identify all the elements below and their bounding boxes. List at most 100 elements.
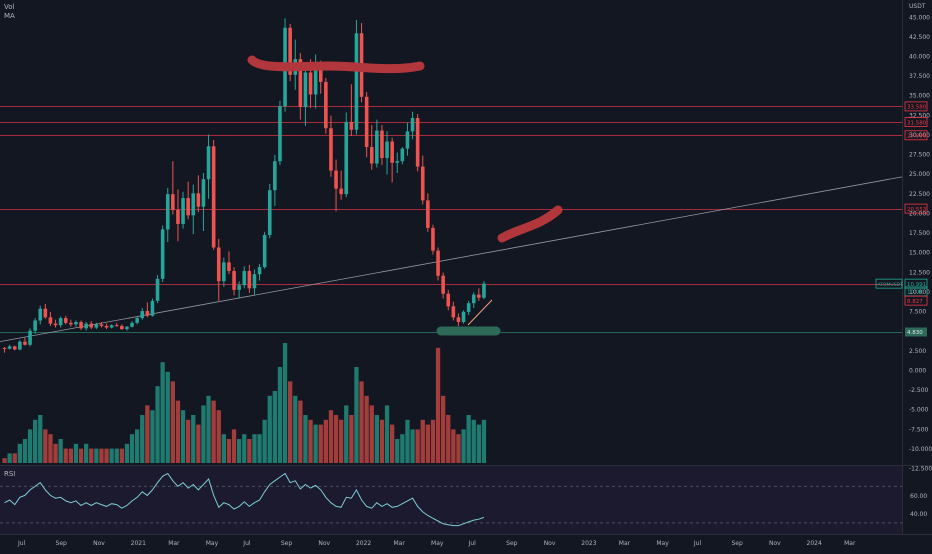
time-tick-label: Sep bbox=[731, 540, 743, 547]
volume-bar bbox=[328, 410, 334, 463]
candle-body bbox=[420, 166, 425, 201]
candle-body bbox=[43, 308, 48, 318]
time-tick-label: Mar bbox=[844, 540, 856, 547]
price-axis[interactable]: 45.000 42.500 40.000 37.500 35.000 32.500 30.0… bbox=[909, 14, 932, 472]
volume-bar bbox=[293, 395, 298, 463]
currency-label: USDT bbox=[909, 3, 926, 10]
volume-bar bbox=[461, 429, 466, 463]
time-tick-label: Mar bbox=[619, 540, 631, 547]
volume-bar bbox=[73, 443, 79, 463]
rsi-layer: 60.00 40.00 bbox=[0, 472, 927, 527]
candle-body bbox=[390, 141, 394, 163]
volume-bar bbox=[364, 395, 369, 463]
candle-body bbox=[38, 308, 43, 321]
volume-bar bbox=[155, 386, 160, 463]
candle-body bbox=[380, 130, 384, 159]
time-tick-label: Jul bbox=[693, 540, 702, 547]
rsi-tick-label: 60.00 bbox=[910, 493, 927, 500]
target-marker bbox=[497, 205, 563, 243]
volume-bar bbox=[344, 405, 349, 463]
price-tick-label: 17.500 bbox=[909, 230, 930, 237]
volume-bar bbox=[466, 415, 471, 463]
volume-bar bbox=[135, 429, 140, 463]
candle-body bbox=[227, 262, 231, 272]
legend-ma[interactable]: MA bbox=[4, 12, 15, 20]
volume-bar bbox=[379, 419, 385, 463]
volume-bar bbox=[196, 424, 201, 463]
volume-bar bbox=[400, 434, 405, 463]
volume-bar bbox=[58, 439, 63, 463]
candle-body bbox=[257, 267, 262, 275]
candle-body bbox=[176, 209, 180, 224]
volume-bar bbox=[38, 415, 43, 463]
candle-body bbox=[171, 194, 175, 210]
price-tag-box bbox=[904, 101, 928, 112]
candle-body bbox=[28, 330, 32, 345]
volume-bar bbox=[48, 434, 53, 463]
volume-bar bbox=[446, 415, 451, 463]
price-tag-label: 20.553 bbox=[907, 207, 927, 213]
price-tick-label: 15.000 bbox=[909, 250, 930, 257]
price-tick-label: 22.500 bbox=[909, 191, 930, 198]
volume-bar bbox=[165, 371, 170, 463]
rsi-tick-label: 40.00 bbox=[910, 511, 927, 518]
volume-bar bbox=[99, 448, 104, 463]
time-tick-label: 2021 bbox=[131, 540, 146, 547]
time-tick-label: Mar bbox=[168, 540, 180, 547]
time-tick-label: Mar bbox=[394, 540, 406, 547]
candle-body bbox=[267, 190, 272, 235]
price-tick-label: 2.500 bbox=[909, 348, 926, 355]
volume-bar bbox=[272, 391, 277, 463]
candle-body bbox=[79, 322, 83, 329]
price-tag-box bbox=[904, 130, 928, 141]
candle-body bbox=[446, 293, 451, 307]
time-tick-label: May bbox=[656, 540, 669, 547]
time-tick-label: 2024 bbox=[807, 540, 822, 547]
candle-body bbox=[415, 118, 420, 167]
price-tag-label: 4.830 bbox=[907, 330, 923, 336]
volume-bar bbox=[420, 419, 425, 463]
time-tick-label: Jul bbox=[242, 540, 251, 547]
price-tick-label: 0.000 bbox=[909, 367, 926, 374]
volume-bar bbox=[456, 434, 461, 463]
volume-bar bbox=[441, 395, 446, 463]
time-axis[interactable]: Jul Sep Nov 2021 Mar May Jul Sep Nov 2022 Mar May Ju… bbox=[17, 540, 856, 547]
candle-body bbox=[48, 317, 53, 324]
candle-body bbox=[135, 318, 139, 323]
candle-body bbox=[160, 229, 165, 279]
volume-bar bbox=[349, 415, 354, 463]
volume-bar bbox=[242, 434, 247, 463]
candle-body bbox=[120, 325, 124, 330]
price-tags: 33.580 31.580 29.896 20.553 10.991 10.0K 8.827… bbox=[875, 101, 928, 337]
volume-bar bbox=[267, 395, 272, 463]
time-tick-label: 2022 bbox=[356, 540, 371, 547]
price-tag-box bbox=[904, 117, 928, 127]
legend-vol[interactable]: Vol bbox=[4, 3, 15, 11]
candle-body bbox=[318, 65, 323, 82]
candle-body bbox=[344, 121, 349, 195]
volume-bar bbox=[129, 434, 135, 463]
volume-bar bbox=[114, 448, 119, 463]
uptrend-line bbox=[467, 299, 493, 326]
candle-body bbox=[400, 148, 405, 162]
volume-bar bbox=[53, 443, 58, 463]
rsi-legend[interactable]: RSI bbox=[4, 470, 16, 478]
candle-body bbox=[150, 300, 155, 316]
candle-body bbox=[69, 322, 73, 325]
candle-body bbox=[298, 59, 303, 108]
volume-bar bbox=[359, 381, 364, 463]
volume-bar bbox=[323, 419, 328, 463]
candle-body bbox=[58, 318, 63, 326]
candle-body bbox=[104, 325, 109, 328]
candle-body bbox=[405, 131, 410, 149]
price-tag-label: 8.827 bbox=[907, 299, 923, 305]
candle-body bbox=[339, 188, 343, 195]
volume-bar bbox=[303, 415, 308, 463]
price-tag-box bbox=[904, 295, 928, 306]
candle-body bbox=[140, 311, 145, 319]
time-tick-label: Nov bbox=[93, 540, 105, 547]
trendline bbox=[0, 176, 903, 343]
volume-bar bbox=[180, 410, 186, 463]
